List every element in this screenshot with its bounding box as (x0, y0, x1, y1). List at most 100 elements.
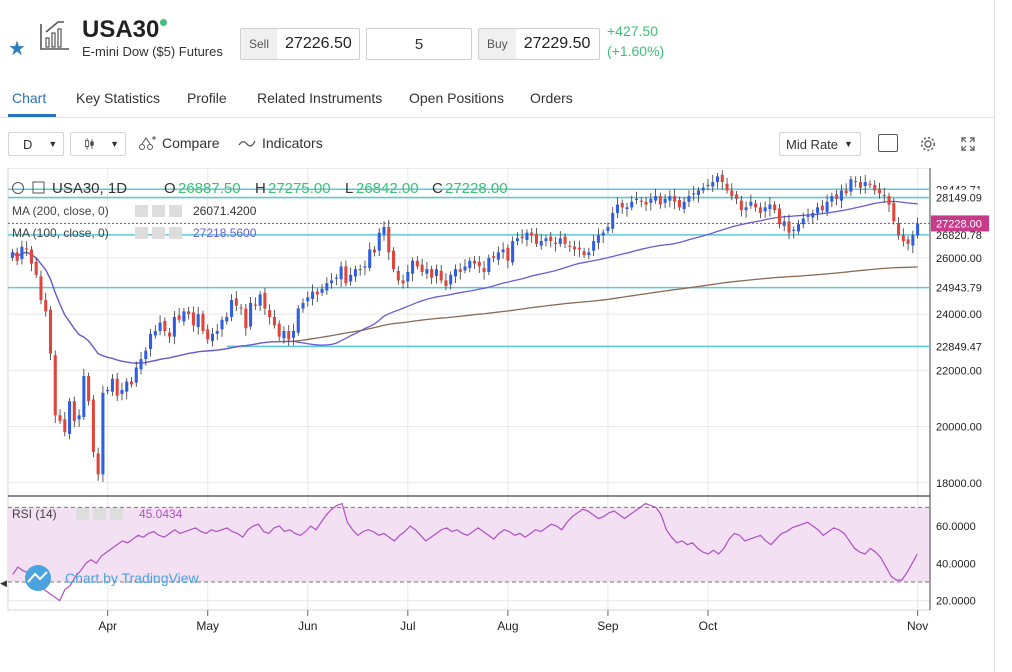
candle-body (163, 320, 167, 331)
candle-body (282, 331, 286, 339)
candle-body (196, 314, 200, 328)
candle-body (758, 207, 762, 213)
compare-button[interactable]: Compare (138, 135, 220, 151)
indicators-label: Indicators (262, 135, 323, 151)
candle-body (739, 200, 743, 211)
expand-icon[interactable] (960, 136, 976, 152)
candle-body (315, 291, 319, 295)
candle-body (835, 194, 839, 199)
candle-body (349, 274, 353, 282)
candle-body (15, 252, 19, 261)
candle-body (449, 274, 453, 285)
candle-body (553, 242, 558, 244)
candle-body (287, 331, 291, 340)
chart-type-select[interactable]: ▼ (70, 132, 126, 156)
right-edge-divider (994, 0, 995, 672)
candle-body (773, 204, 777, 211)
buy-button[interactable]: Buy 27229.50 (478, 28, 600, 60)
level-label: 24943.79 (936, 283, 982, 295)
candle-body (897, 223, 901, 236)
candle-body (168, 332, 172, 337)
legend-controls (12, 181, 45, 194)
candle-body (792, 229, 796, 231)
active-tab-indicator (8, 114, 56, 117)
collapse-legend-icon[interactable] (12, 182, 24, 194)
candle-body (754, 203, 758, 208)
candle-body (468, 260, 472, 269)
candle-body (882, 194, 886, 197)
candle-body (515, 238, 519, 242)
candle-body (577, 247, 581, 250)
candle-body (587, 252, 591, 256)
candle-body (658, 196, 662, 205)
candle-body (663, 198, 667, 203)
candle-body (210, 333, 215, 342)
legend-high-label: H (255, 180, 266, 197)
candle-body (625, 207, 629, 210)
candle-body (682, 201, 686, 210)
rsi-controls[interactable] (76, 508, 123, 520)
rsi-tick-label: 20.0000 (936, 596, 976, 608)
price-chart[interactable]: 18000.00 20000.00 22000.00 24000.00 26000.00… (0, 168, 990, 638)
candle-body (172, 316, 176, 337)
month-label: Sep (597, 619, 619, 633)
candle-body (501, 249, 505, 253)
candle-body (687, 196, 691, 202)
tab-orders[interactable]: Orders (530, 90, 573, 106)
candle-body (482, 268, 486, 272)
candle-body (272, 316, 276, 326)
price-change-percent: (+1.60%) (607, 43, 665, 59)
sell-button[interactable]: Sell 27226.50 (240, 28, 360, 60)
candle-body (582, 251, 586, 256)
candle-body (249, 302, 253, 327)
candlestick-icon (85, 138, 94, 150)
tab-key-statistics[interactable]: Key Statistics (76, 90, 161, 106)
ma200-controls[interactable] (135, 205, 182, 217)
candle-body (806, 215, 810, 217)
price-type-select[interactable]: Mid Rate ▼ (779, 132, 861, 156)
price-tick-label: 20000.00 (936, 422, 982, 434)
candle-body (153, 331, 157, 336)
candle-body (91, 399, 95, 452)
candle-body (534, 233, 538, 244)
gear-icon[interactable] (919, 135, 937, 153)
tab-related-instruments[interactable]: Related Instruments (257, 90, 383, 106)
ma100-label: MA (100, close, 0) (12, 226, 109, 240)
compare-icon (139, 136, 156, 150)
candle-body (25, 248, 29, 250)
candle-body (239, 307, 243, 309)
tab-profile[interactable]: Profile (187, 90, 227, 106)
indicators-button[interactable]: Indicators (238, 135, 323, 151)
tab-chart[interactable]: Chart (12, 90, 47, 106)
tab-open-positions[interactable]: Open Positions (409, 90, 504, 106)
candle-body (225, 316, 229, 322)
legend-close-label: C (432, 180, 443, 197)
candle-body (382, 227, 386, 235)
candle-body (334, 277, 338, 279)
candle-body (77, 415, 81, 420)
candle-body (10, 252, 14, 258)
candle-body (492, 256, 496, 258)
candle-body (696, 190, 700, 195)
candle-body (220, 319, 224, 330)
hide-series-icon[interactable] (32, 181, 45, 194)
candle-body (82, 375, 86, 417)
month-label: Oct (699, 619, 718, 633)
ma100-controls[interactable] (135, 227, 182, 239)
quantity-input[interactable]: 5 (366, 28, 472, 60)
candle-body (201, 314, 205, 331)
candle-body (692, 193, 696, 195)
candle-body (654, 196, 658, 201)
favorite-star-icon[interactable]: ★ (8, 38, 26, 60)
candle-body (820, 205, 824, 211)
candle-body (673, 196, 677, 202)
interval-select[interactable]: D ▼ (8, 132, 64, 156)
scroll-left-icon[interactable]: ◀ (0, 578, 7, 588)
candle-body (301, 302, 305, 309)
fullscreen-toggle-checkbox[interactable] (878, 134, 898, 152)
level-label: 28149.09 (936, 193, 982, 205)
candle-body (858, 182, 862, 188)
price-tick-label: 24000.00 (936, 309, 982, 321)
candle-body (430, 269, 434, 278)
candle-body (177, 315, 181, 320)
